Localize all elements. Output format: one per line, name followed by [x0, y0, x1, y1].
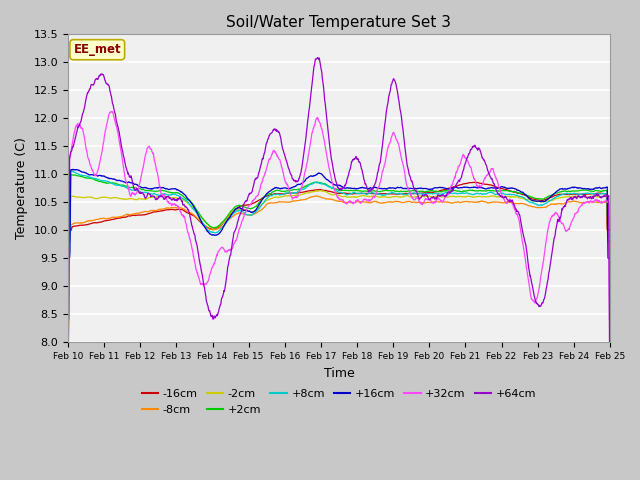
+2cm [172, 190, 180, 195]
-2cm [185, 201, 193, 206]
+2cm [606, 227, 614, 233]
+32cm [606, 317, 614, 323]
+8cm [246, 212, 253, 218]
+8cm [424, 191, 431, 196]
Line: -16cm: -16cm [68, 182, 610, 230]
+16cm [424, 186, 431, 192]
+64cm [245, 191, 253, 197]
+8cm [67, 168, 74, 173]
-2cm [245, 209, 253, 215]
+16cm [172, 186, 180, 192]
-16cm [542, 197, 550, 203]
+8cm [542, 201, 550, 206]
+32cm [424, 197, 431, 203]
-8cm [606, 233, 614, 239]
+64cm [64, 339, 72, 345]
-2cm [424, 193, 431, 199]
+32cm [172, 203, 180, 209]
+64cm [494, 191, 502, 196]
-8cm [245, 212, 253, 218]
+16cm [606, 255, 614, 261]
+16cm [185, 197, 193, 203]
+32cm [494, 181, 502, 187]
-8cm [312, 193, 320, 199]
-2cm [494, 194, 502, 200]
Legend: -16cm, -8cm, -2cm, +2cm, +8cm, +16cm, +32cm, +64cm: -16cm, -8cm, -2cm, +2cm, +8cm, +16cm, +3… [137, 385, 541, 419]
Line: +2cm: +2cm [68, 174, 610, 230]
+2cm [246, 205, 253, 211]
-16cm [64, 227, 72, 233]
-2cm [316, 188, 323, 193]
+8cm [606, 239, 614, 244]
X-axis label: Time: Time [324, 367, 355, 380]
+64cm [314, 55, 321, 60]
-16cm [470, 180, 478, 185]
-16cm [172, 207, 179, 213]
+2cm [542, 195, 550, 201]
-16cm [494, 185, 502, 191]
-8cm [424, 200, 431, 205]
+64cm [542, 288, 550, 294]
-16cm [606, 227, 614, 233]
-2cm [64, 227, 72, 233]
-8cm [64, 233, 72, 239]
-8cm [542, 204, 550, 210]
+8cm [172, 192, 180, 197]
+64cm [424, 193, 431, 199]
-8cm [494, 199, 502, 205]
-2cm [542, 198, 550, 204]
Text: EE_met: EE_met [74, 43, 121, 56]
-2cm [606, 227, 614, 233]
-8cm [172, 205, 179, 211]
Title: Soil/Water Temperature Set 3: Soil/Water Temperature Set 3 [227, 15, 451, 30]
-8cm [185, 209, 193, 215]
+32cm [542, 240, 550, 245]
-16cm [245, 202, 253, 207]
Line: +32cm: +32cm [68, 111, 610, 320]
Line: -8cm: -8cm [68, 196, 610, 236]
+2cm [424, 188, 431, 194]
+2cm [64, 227, 72, 233]
-16cm [423, 190, 431, 195]
+2cm [494, 188, 502, 193]
+8cm [64, 239, 72, 244]
+8cm [494, 191, 502, 197]
+16cm [246, 208, 253, 214]
Y-axis label: Temperature (C): Temperature (C) [15, 137, 28, 239]
+16cm [542, 198, 550, 204]
+8cm [185, 201, 193, 206]
+16cm [69, 167, 77, 172]
+32cm [185, 232, 193, 238]
+32cm [64, 317, 72, 323]
-2cm [172, 195, 179, 201]
Line: -2cm: -2cm [68, 191, 610, 230]
+64cm [172, 197, 179, 203]
+2cm [185, 197, 193, 203]
-16cm [185, 210, 193, 216]
+64cm [185, 207, 193, 213]
+2cm [67, 171, 74, 177]
Line: +8cm: +8cm [68, 170, 610, 241]
+16cm [494, 185, 502, 191]
+32cm [246, 202, 253, 208]
+64cm [606, 339, 614, 345]
+16cm [64, 255, 72, 261]
+32cm [108, 108, 115, 114]
Line: +64cm: +64cm [68, 58, 610, 342]
Line: +16cm: +16cm [68, 169, 610, 258]
